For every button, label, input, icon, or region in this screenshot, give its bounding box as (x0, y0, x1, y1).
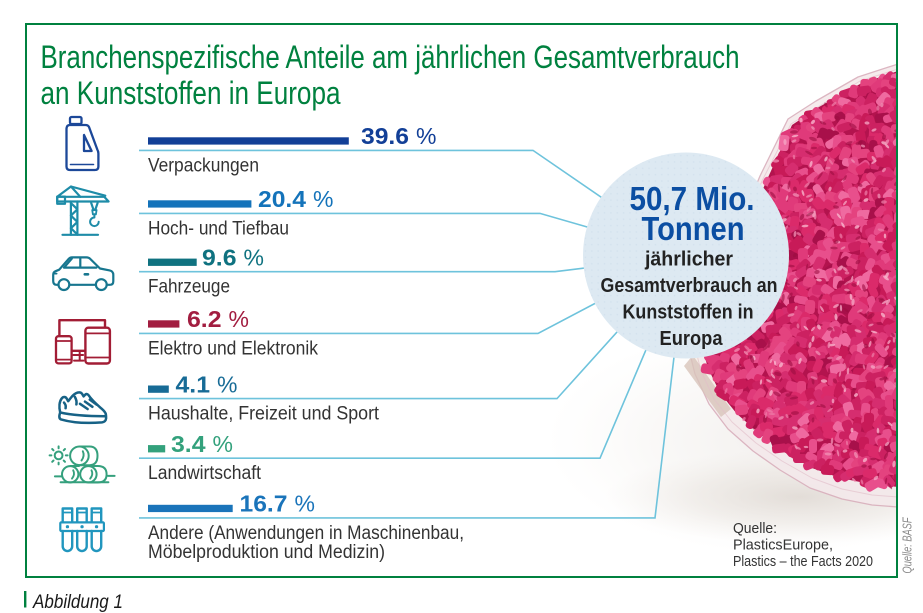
svg-text:Elektro und Elektronik: Elektro und Elektronik (148, 338, 318, 359)
svg-text:4.1%: 4.1% (176, 371, 238, 397)
svg-text:20.4%: 20.4% (258, 186, 333, 212)
svg-text:Abbildung 1: Abbildung 1 (32, 591, 123, 613)
svg-text:an Kunststoffen in Europa: an Kunststoffen in Europa (41, 75, 342, 111)
svg-text:Plastics – the Facts 2020: Plastics – the Facts 2020 (733, 553, 873, 570)
svg-text:3.4%: 3.4% (171, 431, 233, 457)
svg-text:jährlicher: jährlicher (644, 249, 733, 271)
svg-text:Haushalte, Freizeit und Sport: Haushalte, Freizeit und Sport (148, 404, 380, 425)
svg-text:Europa: Europa (660, 328, 724, 350)
svg-text:50,7 Mio.: 50,7 Mio. (630, 180, 755, 217)
svg-text:Möbelproduktion und Medizin): Möbelproduktion und Medizin) (148, 542, 385, 563)
svg-text:Tonnen: Tonnen (642, 210, 745, 247)
svg-text:Landwirtschaft: Landwirtschaft (148, 463, 262, 484)
svg-text:6.2%: 6.2% (187, 306, 249, 332)
svg-text:Gesamtverbrauch an: Gesamtverbrauch an (601, 275, 778, 297)
svg-text:Kunststoffen in: Kunststoffen in (623, 302, 754, 324)
svg-text:Hoch- und Tiefbau: Hoch- und Tiefbau (148, 218, 289, 239)
svg-text:39.6%: 39.6% (361, 123, 436, 149)
svg-text:16.7%: 16.7% (240, 491, 315, 517)
svg-text:Verpackungen: Verpackungen (148, 155, 259, 176)
svg-text:PlasticsEurope,: PlasticsEurope, (733, 537, 833, 554)
svg-text:Quelle: BASF: Quelle: BASF (900, 517, 915, 574)
svg-text:9.6%: 9.6% (202, 245, 264, 271)
svg-text:Quelle:: Quelle: (733, 520, 777, 537)
svg-text:Fahrzeuge: Fahrzeuge (148, 277, 230, 298)
svg-text:Andere (Anwendungen in Maschin: Andere (Anwendungen in Maschinenbau, (148, 523, 464, 544)
svg-text:Branchenspezifische Anteile am: Branchenspezifische Anteile am jährliche… (41, 39, 740, 75)
